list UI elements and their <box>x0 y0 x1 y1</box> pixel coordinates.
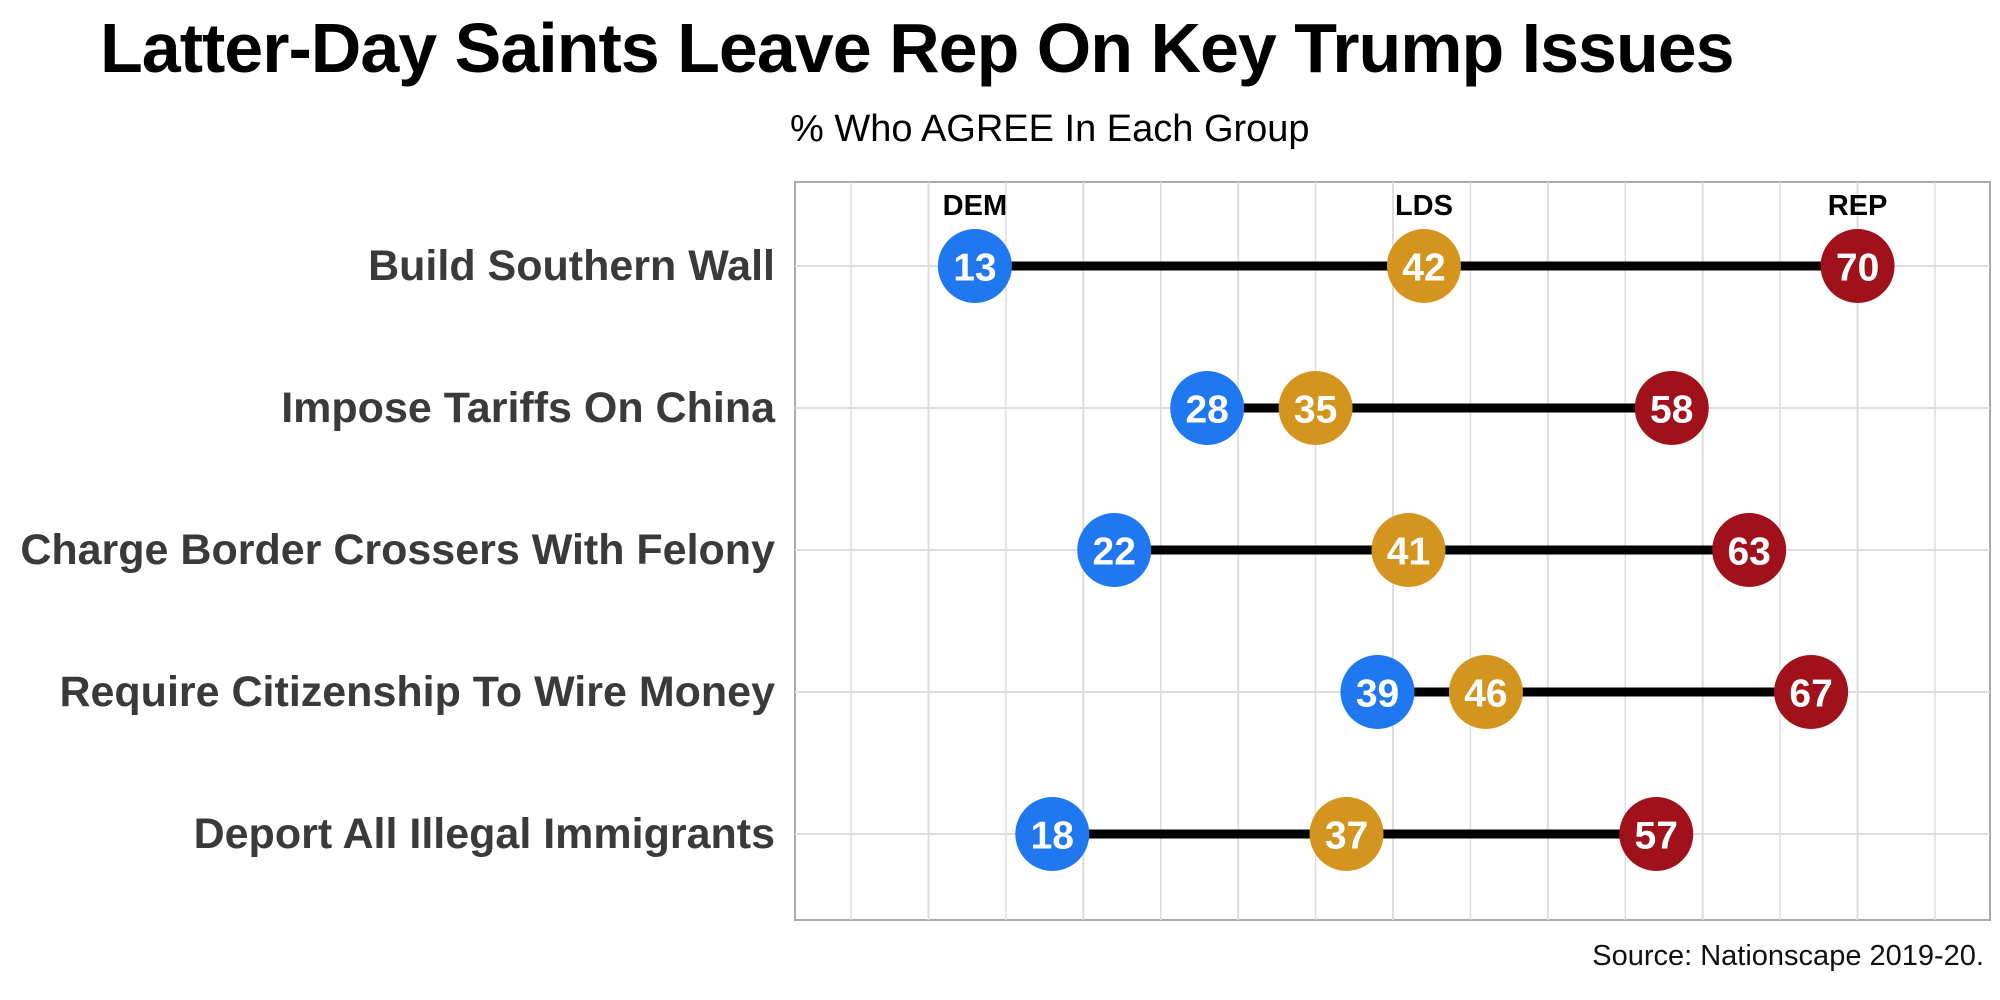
dem-value-label: 18 <box>1031 815 1074 858</box>
lds-value-label: 37 <box>1325 815 1368 858</box>
source-note: Source: Nationscape 2019-20. <box>1592 940 1984 972</box>
rep-value-label: 63 <box>1727 531 1770 574</box>
group-label-lds: LDS <box>1395 190 1453 222</box>
lds-point <box>1448 655 1523 729</box>
category-label: Deport All Illegal Immigrants <box>194 810 775 858</box>
lds-value-label: 41 <box>1387 531 1430 574</box>
lds-value-label: 42 <box>1402 247 1445 290</box>
dem-point <box>1077 513 1152 587</box>
rep-value-label: 67 <box>1789 673 1832 716</box>
category-label: Build Southern Wall <box>368 242 775 290</box>
rep-value-label: 58 <box>1650 389 1693 432</box>
rep-point <box>1619 797 1694 871</box>
rep-point <box>1774 655 1849 729</box>
lds-point <box>1278 371 1353 445</box>
dem-point <box>1170 371 1245 445</box>
lds-value-label: 46 <box>1464 673 1507 716</box>
group-label-rep: REP <box>1828 190 1888 222</box>
lds-point <box>1386 229 1461 303</box>
dem-value-label: 28 <box>1185 389 1228 432</box>
chart-title: Latter-Day Saints Leave Rep On Key Trump… <box>100 9 1735 87</box>
rep-point <box>1820 229 1895 303</box>
dem-point <box>1340 655 1415 729</box>
group-label-dem: DEM <box>943 190 1007 222</box>
rep-value-label: 57 <box>1635 815 1678 858</box>
dem-value-label: 22 <box>1093 531 1136 574</box>
dem-value-label: 39 <box>1356 673 1399 716</box>
category-label: Require Citizenship To Wire Money <box>59 668 775 716</box>
category-label: Charge Border Crossers With Felony <box>20 526 775 574</box>
dem-value-label: 13 <box>953 247 996 290</box>
dem-point <box>1015 797 1090 871</box>
lds-point <box>1371 513 1446 587</box>
rep-point <box>1712 513 1787 587</box>
rep-point <box>1634 371 1709 445</box>
chart-subtitle: % Who AGREE In Each Group <box>790 108 1310 150</box>
lds-value-label: 35 <box>1294 389 1337 432</box>
lds-point <box>1309 797 1384 871</box>
dem-point <box>937 229 1012 303</box>
rep-value-label: 70 <box>1836 247 1879 290</box>
category-label: Impose Tariffs On China <box>281 384 776 432</box>
